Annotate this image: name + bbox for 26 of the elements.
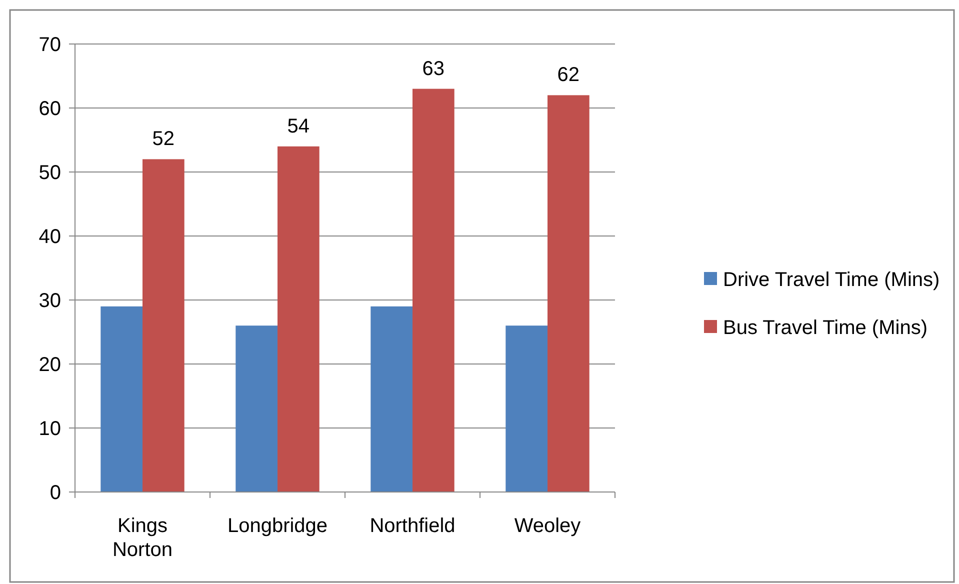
x-tick-label: Kings Norton [112,515,173,561]
bar [142,159,184,492]
data-label: 62 [557,64,580,86]
bar [548,95,590,492]
data-label: 63 [422,58,445,80]
legend-label: Drive Travel Time (Mins) [723,269,940,291]
y-tick-label: 70 [38,34,61,56]
data-label: 52 [152,128,175,150]
y-tick-label: 0 [50,482,61,504]
data-label: 54 [287,115,310,138]
y-tick-label: 10 [38,418,61,440]
y-tick-label: 50 [38,162,61,184]
bar [236,326,278,492]
y-tick-label: 20 [38,354,61,376]
bar [506,326,548,492]
bar [100,306,142,492]
y-tick-label: 60 [38,98,61,120]
x-tick-label: Weoley [514,515,581,537]
x-tick-label: Longbridge [227,515,328,537]
bar [278,146,320,492]
x-tick-label: Northfield [370,515,456,537]
bar [370,306,412,492]
y-tick-label: 30 [38,290,61,312]
bar [412,88,454,492]
y-tick-label: 40 [38,226,61,248]
legend-label: Bus Travel Time (Mins) [723,317,928,339]
